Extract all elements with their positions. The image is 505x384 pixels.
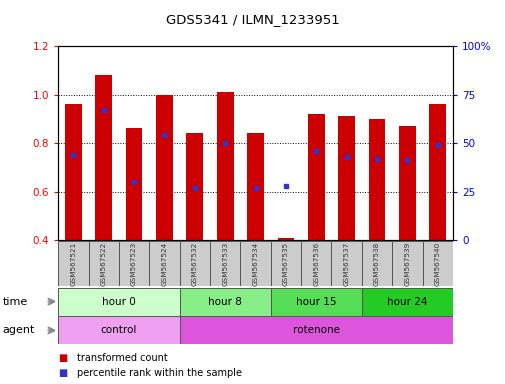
- Bar: [217, 92, 233, 240]
- Text: GSM567532: GSM567532: [191, 241, 197, 286]
- Text: agent: agent: [3, 325, 35, 336]
- Bar: [210, 241, 240, 286]
- Bar: [247, 133, 264, 240]
- Bar: [179, 316, 452, 344]
- Bar: [368, 119, 385, 240]
- Bar: [126, 129, 142, 240]
- Bar: [429, 104, 445, 240]
- Text: GSM567523: GSM567523: [131, 241, 137, 286]
- Bar: [179, 241, 210, 286]
- Text: GSM567538: GSM567538: [373, 241, 379, 286]
- Bar: [300, 241, 331, 286]
- Bar: [391, 241, 422, 286]
- Text: hour 8: hour 8: [208, 296, 241, 307]
- Bar: [240, 241, 270, 286]
- Text: GSM567535: GSM567535: [282, 241, 288, 286]
- Text: GSM567521: GSM567521: [70, 241, 76, 286]
- Bar: [179, 288, 270, 316]
- Text: GSM567536: GSM567536: [313, 241, 319, 286]
- Text: GSM567539: GSM567539: [403, 241, 410, 286]
- Bar: [58, 316, 179, 344]
- Bar: [156, 94, 173, 240]
- Text: ■: ■: [58, 368, 67, 378]
- Text: hour 24: hour 24: [386, 296, 427, 307]
- Bar: [149, 241, 179, 286]
- Text: GSM567537: GSM567537: [343, 241, 349, 286]
- Bar: [88, 241, 119, 286]
- Bar: [65, 104, 82, 240]
- Bar: [270, 241, 300, 286]
- Bar: [58, 288, 179, 316]
- Text: hour 0: hour 0: [102, 296, 135, 307]
- Text: GDS5341 / ILMN_1233951: GDS5341 / ILMN_1233951: [166, 13, 339, 26]
- Text: GSM567522: GSM567522: [100, 241, 107, 286]
- Text: control: control: [100, 325, 137, 336]
- Bar: [361, 241, 391, 286]
- Bar: [398, 126, 415, 240]
- Text: time: time: [3, 296, 28, 307]
- Bar: [337, 116, 355, 240]
- Bar: [307, 114, 324, 240]
- Text: GSM567534: GSM567534: [252, 241, 258, 286]
- Bar: [186, 133, 203, 240]
- Bar: [422, 241, 452, 286]
- Bar: [270, 288, 361, 316]
- Text: ■: ■: [58, 353, 67, 363]
- Bar: [95, 75, 112, 240]
- Bar: [361, 288, 452, 316]
- Text: GSM567540: GSM567540: [434, 241, 440, 286]
- Text: rotenone: rotenone: [292, 325, 339, 336]
- Text: GSM567524: GSM567524: [161, 241, 167, 286]
- Bar: [119, 241, 149, 286]
- Bar: [277, 238, 294, 240]
- Text: transformed count: transformed count: [77, 353, 168, 363]
- Bar: [331, 241, 361, 286]
- Text: hour 15: hour 15: [295, 296, 336, 307]
- Bar: [58, 241, 88, 286]
- Text: percentile rank within the sample: percentile rank within the sample: [77, 368, 242, 378]
- Text: GSM567533: GSM567533: [222, 241, 228, 286]
